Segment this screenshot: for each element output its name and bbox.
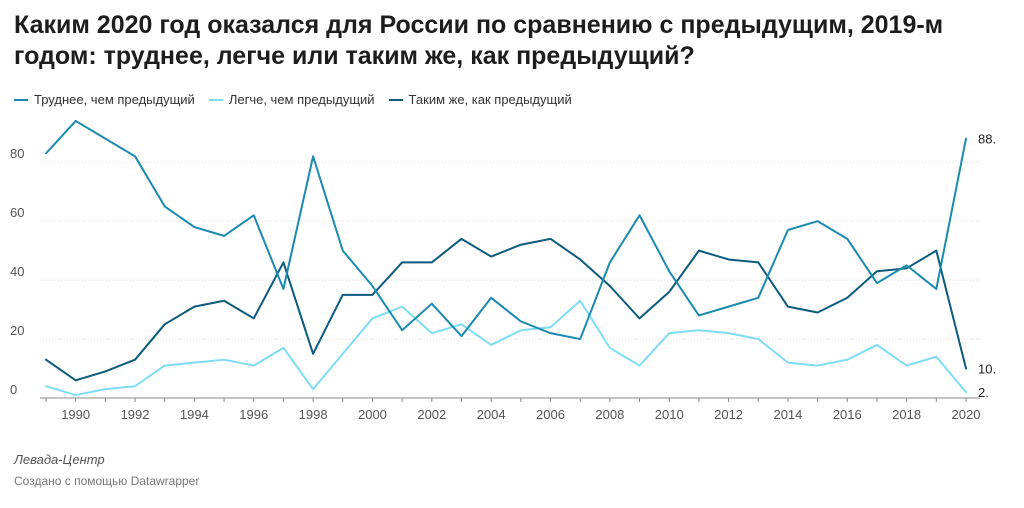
x-tick-label: 2008 xyxy=(595,407,624,422)
x-tick-label: 2010 xyxy=(655,407,684,422)
x-tick-label: 1996 xyxy=(239,407,268,422)
legend-item-easier: Легче, чем предыдущий xyxy=(208,92,375,107)
legend-label-harder: Труднее, чем предыдущий xyxy=(34,92,195,107)
x-tick-label: 2006 xyxy=(536,407,565,422)
legend-swatch-harder xyxy=(14,98,28,101)
x-tick-label: 2018 xyxy=(892,407,921,422)
x-tick-label: 2000 xyxy=(358,407,387,422)
x-tick-label: 1992 xyxy=(121,407,150,422)
x-tick-label: 2012 xyxy=(714,407,743,422)
legend-swatch-same xyxy=(388,98,403,101)
end-value-label: 10. xyxy=(978,362,996,377)
x-tick-label: 1994 xyxy=(180,407,209,422)
credit-label: Создано с помощью Datawrapper xyxy=(14,474,200,488)
end-value-label: 88. xyxy=(978,132,996,147)
y-tick-label: 40 xyxy=(10,264,24,279)
end-value-label: 2. xyxy=(978,385,989,400)
x-tick-label: 2004 xyxy=(477,407,506,422)
y-tick-label: 20 xyxy=(10,323,24,338)
y-tick-label: 0 xyxy=(10,382,17,397)
x-tick-label: 2014 xyxy=(773,407,802,422)
source-label: Левада-Центр xyxy=(14,452,105,467)
x-tick-label: 1998 xyxy=(299,407,328,422)
line-chart: 0 20 40 60 80 1990 1992 1994 1996 1998 2000 2002 200… xyxy=(10,119,996,422)
x-tick-label: 2020 xyxy=(952,407,981,422)
legend-label-easier: Легче, чем предыдущий xyxy=(228,92,375,107)
series-line-easier xyxy=(45,299,967,397)
chart-title: Каким 2020 год оказался для России по ср… xyxy=(14,11,944,70)
x-tick-label: 1990 xyxy=(61,407,90,422)
legend-item-harder: Труднее, чем предыдущий xyxy=(14,92,195,107)
series-line-same xyxy=(45,237,967,382)
x-tick-label: 2002 xyxy=(417,407,446,422)
x-tick-label: 2016 xyxy=(833,407,862,422)
series-line-harder xyxy=(45,119,967,341)
y-tick-label: 80 xyxy=(10,146,24,161)
legend: Труднее, чем предыдущий Легче, чем преды… xyxy=(14,92,572,107)
legend-item-same: Таким же, как предыдущий xyxy=(388,92,572,107)
legend-label-same: Таким же, как предыдущий xyxy=(408,92,572,107)
legend-swatch-easier xyxy=(208,98,223,101)
y-tick-label: 60 xyxy=(10,205,24,220)
